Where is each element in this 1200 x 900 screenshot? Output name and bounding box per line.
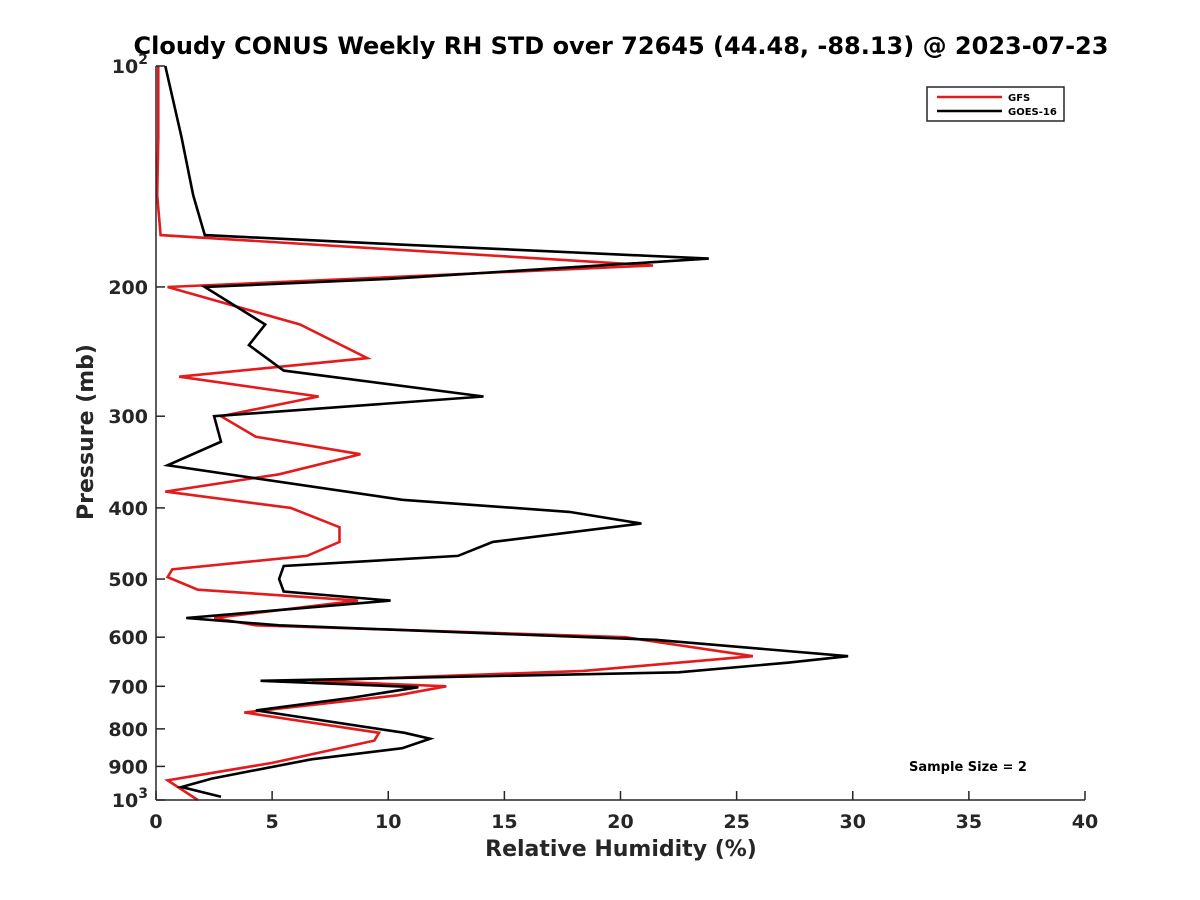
legend-label-goes-16: GOES-16 [1008,107,1057,118]
x-tick-label: 10 [375,811,401,833]
y-tick-label: 600 [108,627,148,649]
y-tick-label: 400 [108,498,148,520]
x-tick-label: 25 [723,811,749,833]
x-tick-label: 20 [607,811,633,833]
x-tick-label: 5 [266,811,279,833]
legend-label-gfs: GFS [1008,93,1030,104]
legend: GFS GOES-16 [926,86,1065,122]
y-tick-label: 700 [108,676,148,698]
y-tick-label: 800 [108,719,148,741]
sample-size-annotation: Sample Size = 2 [909,760,1027,775]
series-line-goes-16 [162,65,849,799]
y-axis-label: Pressure (mb) [74,344,99,520]
x-tick-label: 30 [840,811,866,833]
x-axis-label: Relative Humidity (%) [485,837,757,862]
series-line-gfs [155,66,754,802]
y-tick-label-sci: 103 [112,786,148,812]
legend-box [926,86,1065,122]
x-tick-label: 15 [491,811,517,833]
y-tick-label: 300 [108,406,148,428]
y-tick-label: 900 [108,756,148,778]
x-tick-label: 0 [149,811,162,833]
y-tick-label: 200 [108,277,148,299]
y-tick-label: 500 [108,569,148,591]
axes-layer: 0 5 10 15 20 25 30 35 40 200 300 400 500 600 700 800 900… [108,52,1098,833]
y-tick-label-sci: 102 [112,52,148,78]
chart-title: Cloudy CONUS Weekly RH STD over 72645 (4… [134,32,1109,60]
series-layer [155,65,849,802]
x-tick-label: 35 [956,811,982,833]
x-tick-label: 40 [1072,811,1098,833]
